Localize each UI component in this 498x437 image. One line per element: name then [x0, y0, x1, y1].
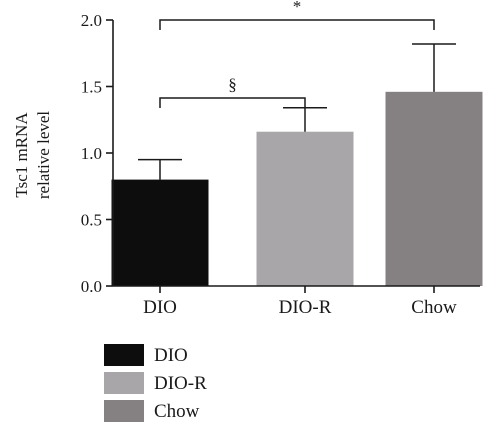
y-tick-label: 1.0 [81, 144, 102, 163]
legend-label-dio-r: DIO-R [154, 373, 207, 394]
legend-label-dio: DIO [154, 345, 188, 366]
y-axis-title-line-2: relative level [34, 111, 53, 200]
plot-area: 0.0 0.5 1.0 1.5 2.0 DIO DIO-R Chow § * DIO DIO-R Cho… [81, 0, 483, 422]
legend-swatch-dio [104, 344, 144, 366]
y-axis-title: Tsc1 mRNA relative level [12, 111, 53, 200]
x-tick-label-dio-r: DIO-R [279, 297, 332, 318]
y-tick-label: 1.5 [81, 78, 102, 97]
x-tick-label-chow: Chow [411, 297, 457, 318]
bar-dio-r [256, 131, 354, 286]
significance-bracket [159, 97, 306, 108]
significance-bracket [159, 19, 435, 30]
bar-chow [385, 91, 483, 286]
y-axis-title-line-1: Tsc1 mRNA [12, 112, 31, 198]
legend-swatch-dio-r [104, 372, 144, 394]
legend-swatch-chow [104, 400, 144, 422]
y-tick-label: 2.0 [81, 11, 102, 30]
significance-label: § [228, 75, 237, 94]
significance-label: * [293, 0, 302, 16]
y-tick-label: 0.0 [81, 277, 102, 296]
bar-dio [111, 179, 209, 286]
legend-label-chow: Chow [154, 401, 200, 422]
x-tick-label-dio: DIO [143, 297, 177, 318]
y-tick-label: 0.5 [81, 211, 102, 230]
